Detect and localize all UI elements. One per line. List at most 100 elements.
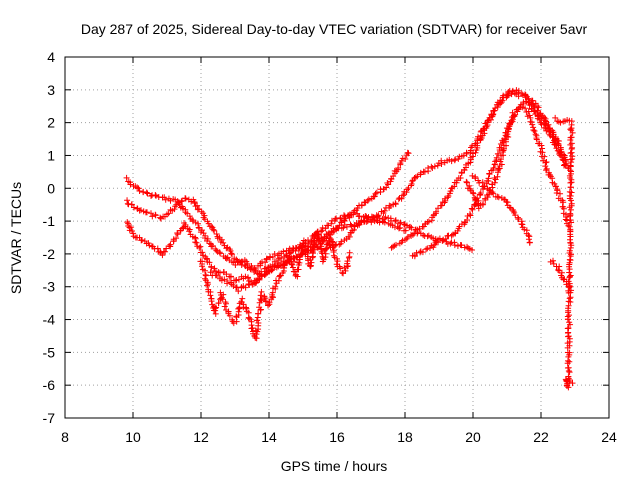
- data-point: [419, 249, 426, 256]
- data-point: [470, 190, 477, 197]
- data-point: [414, 173, 421, 180]
- x-tick-label: 20: [465, 429, 481, 445]
- data-point: [381, 207, 388, 214]
- data-point: [356, 213, 363, 220]
- data-point: [538, 112, 545, 119]
- data-point: [530, 126, 537, 133]
- data-point: [371, 193, 378, 200]
- data-point: [208, 264, 215, 271]
- data-point: [348, 222, 355, 229]
- data-point: [568, 127, 575, 134]
- data-point: [411, 253, 418, 260]
- series-track-9: [469, 172, 533, 246]
- data-point: [399, 237, 406, 244]
- data-point: [490, 190, 497, 197]
- data-point: [213, 304, 220, 311]
- data-point: [242, 284, 249, 291]
- data-point: [566, 295, 573, 302]
- data-point: [566, 284, 573, 291]
- data-point: [194, 206, 201, 213]
- data-point: [308, 237, 315, 244]
- data-point: [565, 222, 572, 229]
- data-point: [566, 283, 573, 290]
- data-point: [499, 148, 506, 155]
- data-point: [256, 276, 263, 283]
- data-point: [297, 252, 304, 259]
- data-point: [174, 230, 181, 237]
- data-point: [421, 168, 428, 175]
- data-point: [392, 218, 399, 225]
- data-point: [343, 223, 350, 230]
- data-point: [138, 207, 145, 214]
- data-point: [562, 376, 569, 383]
- data-point: [509, 87, 516, 94]
- data-point: [256, 304, 263, 311]
- data-point: [392, 217, 399, 224]
- data-point: [543, 118, 550, 125]
- data-point: [368, 219, 375, 226]
- data-point: [263, 255, 270, 262]
- data-point: [237, 259, 244, 266]
- x-tick-label: 10: [125, 429, 141, 445]
- data-point: [407, 223, 414, 230]
- data-point: [405, 150, 412, 157]
- data-point: [525, 108, 532, 115]
- data-point: [561, 154, 568, 161]
- data-point: [346, 233, 353, 240]
- data-point: [420, 232, 427, 239]
- data-point: [568, 189, 575, 196]
- data-point: [485, 175, 492, 182]
- data-point: [490, 111, 497, 118]
- data-point: [567, 184, 574, 191]
- data-point: [401, 221, 408, 228]
- data-point: [569, 380, 576, 387]
- data-point: [533, 136, 540, 143]
- data-point: [152, 212, 159, 219]
- data-point: [469, 142, 476, 149]
- data-point: [294, 266, 301, 273]
- data-point: [515, 216, 522, 223]
- y-tick-label: -2: [43, 246, 56, 262]
- data-point: [409, 178, 416, 185]
- data-point: [346, 249, 353, 256]
- data-point: [361, 218, 368, 225]
- data-point: [199, 263, 206, 270]
- data-point: [341, 264, 348, 271]
- data-point: [491, 107, 498, 114]
- data-point: [229, 251, 236, 258]
- data-point: [314, 228, 321, 235]
- data-point: [550, 260, 557, 267]
- data-point: [531, 104, 538, 111]
- data-point: [329, 238, 336, 245]
- data-point: [127, 181, 134, 188]
- data-point: [203, 282, 210, 289]
- data-point: [162, 248, 169, 255]
- data-point: [355, 220, 362, 227]
- data-point: [261, 272, 268, 279]
- data-point: [526, 239, 533, 246]
- data-point: [542, 167, 549, 174]
- data-point: [242, 273, 249, 280]
- data-point: [254, 317, 261, 324]
- data-point: [525, 236, 532, 243]
- data-point: [130, 230, 137, 237]
- data-point: [392, 200, 399, 207]
- data-point: [342, 215, 349, 222]
- data-point: [227, 247, 234, 254]
- data-points: [123, 87, 576, 391]
- data-point: [235, 288, 242, 295]
- data-point: [487, 116, 494, 123]
- data-point: [433, 208, 440, 215]
- data-point: [405, 185, 412, 192]
- data-point: [157, 214, 164, 221]
- data-point: [267, 254, 274, 261]
- data-point: [567, 206, 574, 213]
- data-point: [140, 188, 147, 195]
- data-point: [518, 90, 525, 97]
- data-point: [254, 328, 261, 335]
- data-point: [328, 220, 335, 227]
- data-point: [358, 202, 365, 209]
- data-point: [280, 248, 287, 255]
- data-point: [257, 292, 264, 299]
